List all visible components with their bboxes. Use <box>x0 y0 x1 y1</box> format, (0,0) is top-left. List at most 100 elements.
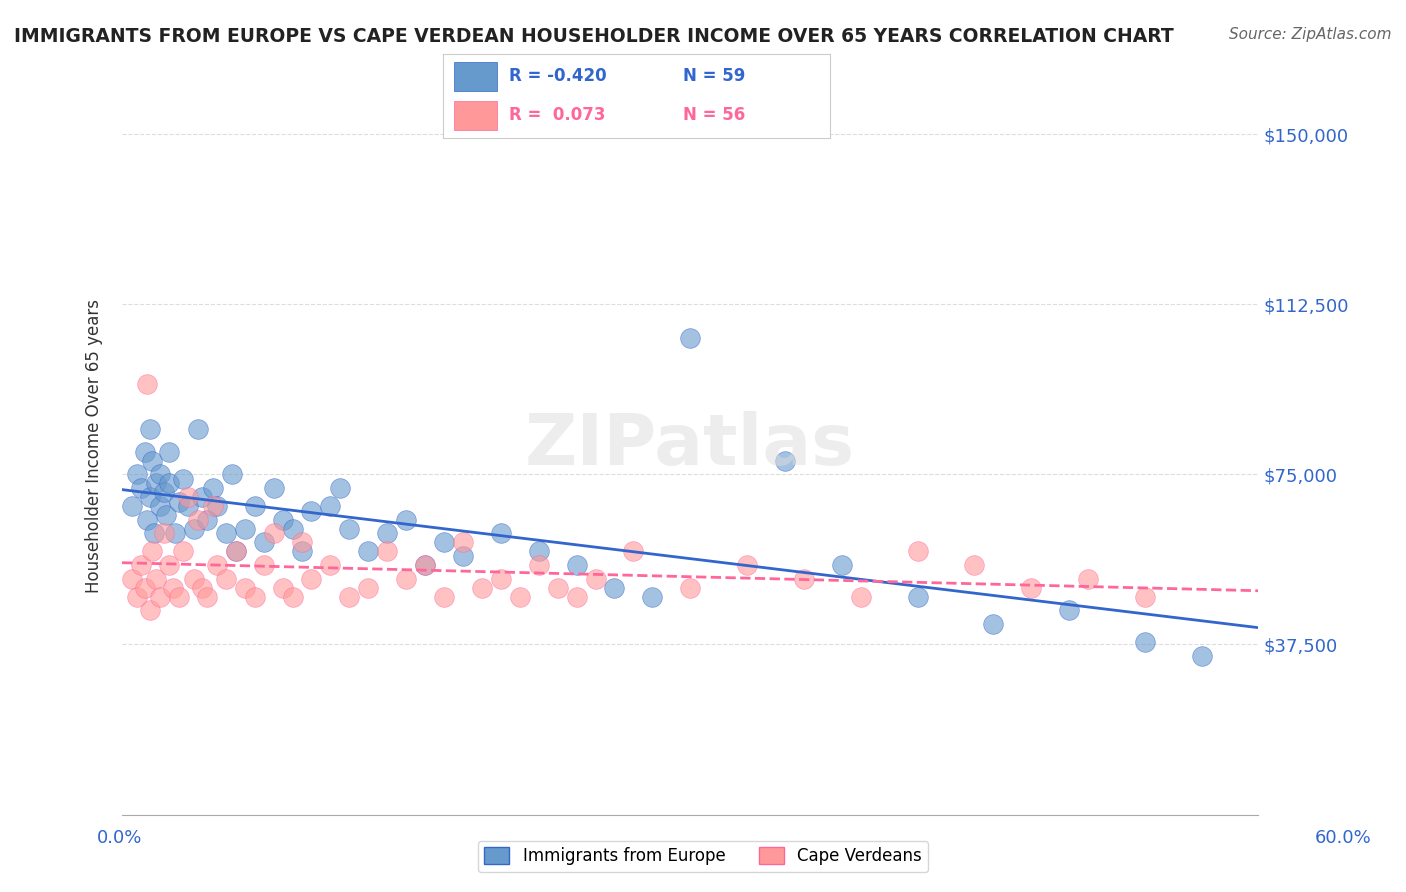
Point <box>201 499 224 513</box>
Point <box>679 581 702 595</box>
Point <box>172 472 194 486</box>
Point <box>281 522 304 536</box>
Point <box>183 572 205 586</box>
Point <box>145 572 167 586</box>
Point <box>773 454 796 468</box>
Point <box>134 444 156 458</box>
Point <box>509 590 531 604</box>
Point <box>337 590 360 604</box>
Point <box>263 526 285 541</box>
Point <box>603 581 626 595</box>
Point <box>413 558 436 572</box>
Point <box>301 572 323 586</box>
Point <box>271 513 294 527</box>
Point <box>141 454 163 468</box>
Text: R = -0.420: R = -0.420 <box>509 68 606 86</box>
Point <box>149 499 172 513</box>
Point <box>129 558 152 572</box>
Point <box>319 499 342 513</box>
Point <box>172 544 194 558</box>
Point <box>134 581 156 595</box>
Point <box>167 494 190 508</box>
Point <box>139 490 162 504</box>
Point <box>375 526 398 541</box>
Point <box>831 558 853 572</box>
Point <box>152 485 174 500</box>
Point <box>471 581 494 595</box>
Point <box>135 513 157 527</box>
Point <box>271 581 294 595</box>
Point <box>565 590 588 604</box>
Point <box>793 572 815 586</box>
Point <box>201 481 224 495</box>
Point <box>190 490 212 504</box>
Point <box>413 558 436 572</box>
Text: N = 59: N = 59 <box>683 68 745 86</box>
Point <box>1191 648 1213 663</box>
FancyBboxPatch shape <box>454 101 498 130</box>
Point <box>135 376 157 391</box>
Point <box>291 535 314 549</box>
Point <box>433 535 456 549</box>
Point <box>263 481 285 495</box>
Point <box>301 503 323 517</box>
Point <box>679 331 702 345</box>
FancyBboxPatch shape <box>454 62 498 91</box>
Point <box>139 422 162 436</box>
Point <box>129 481 152 495</box>
Point <box>127 590 149 604</box>
Point <box>329 481 352 495</box>
Point <box>1019 581 1042 595</box>
Point <box>735 558 758 572</box>
Point <box>187 513 209 527</box>
Point <box>143 526 166 541</box>
Point <box>243 590 266 604</box>
Point <box>225 544 247 558</box>
Point <box>127 467 149 482</box>
Point <box>1133 590 1156 604</box>
Point <box>565 558 588 572</box>
Point <box>141 544 163 558</box>
Point <box>243 499 266 513</box>
Point <box>215 526 238 541</box>
Point <box>527 558 550 572</box>
Point <box>121 499 143 513</box>
Point <box>195 590 218 604</box>
Point <box>187 422 209 436</box>
Point <box>337 522 360 536</box>
Text: R =  0.073: R = 0.073 <box>509 106 605 124</box>
Point <box>395 572 418 586</box>
Point <box>177 499 200 513</box>
Point <box>233 522 256 536</box>
Point <box>162 581 184 595</box>
Point <box>253 535 276 549</box>
Point <box>585 572 607 586</box>
Point <box>149 590 172 604</box>
Point <box>489 526 512 541</box>
Point <box>451 549 474 563</box>
Text: N = 56: N = 56 <box>683 106 745 124</box>
Point <box>253 558 276 572</box>
Point <box>167 590 190 604</box>
Point <box>221 467 243 482</box>
Point <box>233 581 256 595</box>
Point <box>395 513 418 527</box>
Text: Source: ZipAtlas.com: Source: ZipAtlas.com <box>1229 27 1392 42</box>
Point <box>205 499 228 513</box>
Point <box>145 476 167 491</box>
Point <box>190 581 212 595</box>
Point <box>907 544 929 558</box>
Point <box>451 535 474 549</box>
Point <box>195 513 218 527</box>
Point <box>139 603 162 617</box>
Point <box>849 590 872 604</box>
Point <box>319 558 342 572</box>
Point <box>963 558 986 572</box>
Point <box>375 544 398 558</box>
Point <box>225 544 247 558</box>
Point <box>291 544 314 558</box>
Point <box>1057 603 1080 617</box>
Legend: Immigrants from Europe, Cape Verdeans: Immigrants from Europe, Cape Verdeans <box>478 840 928 872</box>
Point <box>121 572 143 586</box>
Point <box>1133 635 1156 649</box>
